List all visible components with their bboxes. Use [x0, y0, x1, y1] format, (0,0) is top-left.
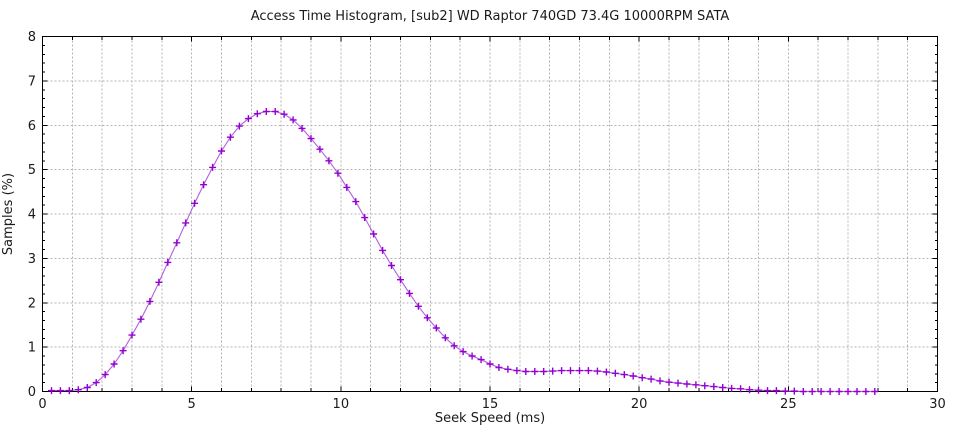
y-tick-label: 2	[28, 296, 36, 311]
chart-title: Access Time Histogram, [sub2] WD Raptor …	[251, 9, 730, 24]
y-tick-label: 0	[28, 385, 36, 400]
x-tick-label: 30	[929, 397, 946, 412]
y-tick-label: 1	[28, 341, 36, 356]
data-point-markers	[48, 108, 879, 395]
y-axis-label: Samples (%)	[1, 173, 16, 255]
plot-layer: 0 5 10 15 20 25 30 0 1 2 3 4 5 6 7 8	[28, 30, 946, 412]
y-tick-label: 5	[28, 163, 36, 178]
x-tick-label: 0	[38, 397, 46, 412]
x-tick-label: 10	[333, 397, 350, 412]
x-tick-label: 25	[780, 397, 797, 412]
x-tick-label: 20	[631, 397, 648, 412]
x-axis-label: Seek Speed (ms)	[435, 411, 545, 426]
y-tick-label: 8	[28, 30, 36, 45]
y-tick-label: 3	[28, 252, 36, 267]
x-tick-label: 5	[188, 397, 196, 412]
y-tick-label: 4	[28, 208, 36, 223]
x-tick-label: 15	[482, 397, 499, 412]
y-tick-label: 7	[28, 74, 36, 89]
y-tick-label: 6	[28, 119, 36, 134]
